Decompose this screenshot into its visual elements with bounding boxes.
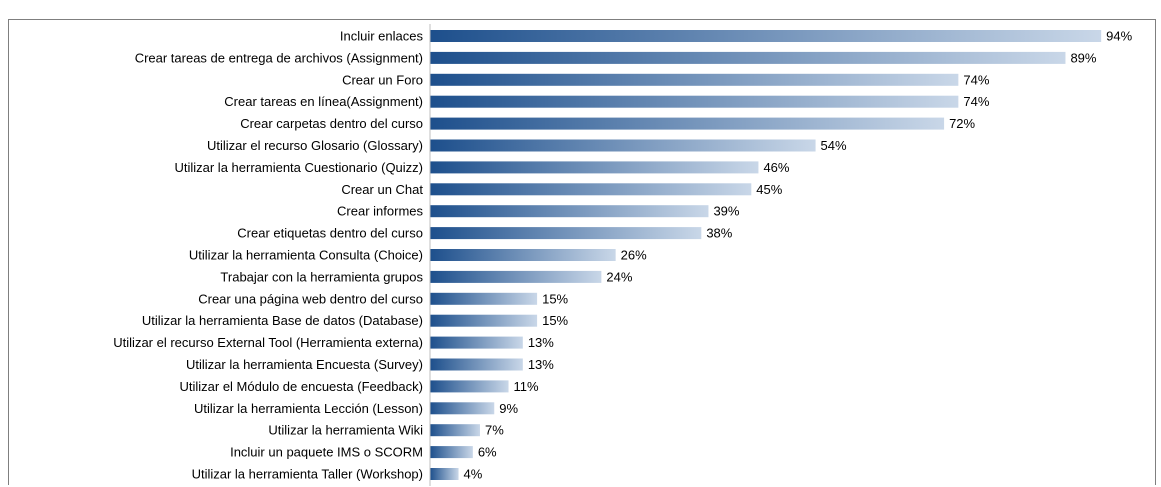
category-label: Utilizar el Módulo de encuesta (Feedback… — [179, 379, 423, 394]
category-label: Crear una página web dentro del curso — [198, 291, 423, 306]
category-label: Crear tareas en línea(Assignment) — [224, 94, 423, 109]
category-labels: Incluir enlaces Crear tareas de entrega d… — [113, 29, 423, 482]
chart-frame: Incluir enlaces Crear tareas de entrega d… — [8, 19, 1156, 486]
value-label: 74% — [963, 72, 989, 87]
bars — [430, 30, 1102, 480]
bar — [430, 314, 538, 327]
category-label: Utilizar el recurso External Tool (Herra… — [113, 335, 423, 350]
category-label: Utilizar la herramienta Taller (Workshop… — [192, 467, 423, 482]
value-labels: 94% 89% 74% 74% 72% 54% 46% 45% 39% 38% 26% 24% 15% 1… — [464, 29, 1133, 482]
bar — [430, 270, 602, 283]
bar — [430, 249, 616, 261]
value-label: 94% — [1106, 29, 1132, 44]
value-label: 7% — [485, 423, 504, 438]
category-label: Utilizar la herramienta Consulta (Choice… — [189, 248, 423, 263]
value-label: 4% — [464, 467, 483, 482]
value-label: 89% — [1070, 50, 1096, 65]
category-label: Incluir un paquete IMS o SCORM — [230, 445, 423, 460]
value-label: 15% — [542, 313, 568, 328]
category-label: Crear un Foro — [342, 72, 423, 87]
value-label: 6% — [478, 445, 497, 460]
bar — [430, 30, 1102, 42]
bar — [430, 402, 495, 415]
category-label: Utilizar la herramienta Wiki — [268, 423, 423, 438]
value-label: 72% — [949, 116, 975, 131]
value-label: 54% — [821, 138, 847, 153]
value-label: 26% — [621, 248, 647, 263]
bar — [430, 446, 473, 459]
value-label: 15% — [542, 291, 568, 306]
value-label: 45% — [756, 182, 782, 197]
category-label: Crear carpetas dentro del curso — [240, 116, 423, 131]
category-label: Utilizar la herramienta Lección (Lesson) — [194, 401, 423, 416]
bar — [430, 95, 959, 108]
bar — [430, 51, 1066, 64]
value-label: 38% — [706, 226, 732, 241]
bar — [430, 336, 523, 349]
bar — [430, 468, 459, 480]
category-label: Utilizar la herramienta Cuestionario (Qu… — [174, 160, 423, 175]
bar — [430, 424, 480, 437]
category-label: Incluir enlaces — [340, 29, 424, 44]
category-label: Crear informes — [337, 204, 423, 219]
category-label: Utilizar la herramienta Encuesta (Survey… — [186, 357, 423, 372]
category-label: Crear tareas de entrega de archivos (Ass… — [135, 50, 423, 65]
value-label: 13% — [528, 335, 554, 350]
bar — [430, 73, 959, 86]
bar — [430, 205, 709, 218]
value-label: 39% — [713, 204, 739, 219]
value-label: 46% — [763, 160, 789, 175]
value-label: 13% — [528, 357, 554, 372]
bar — [430, 292, 538, 305]
value-label: 11% — [514, 379, 539, 394]
bar — [430, 161, 759, 174]
bar — [430, 117, 945, 130]
category-label: Trabajar con la herramienta grupos — [220, 269, 423, 284]
bar — [430, 227, 702, 240]
bar — [430, 380, 509, 393]
bar-chart: Incluir enlaces Crear tareas de entrega d… — [113, 24, 1133, 486]
value-label: 9% — [499, 401, 518, 416]
bar — [430, 183, 752, 196]
value-label: 74% — [963, 94, 989, 109]
bar — [430, 139, 816, 152]
bar — [430, 358, 523, 371]
value-label: 24% — [606, 269, 632, 284]
category-label: Utilizar la herramienta Base de datos (D… — [142, 313, 423, 328]
category-label: Utilizar el recurso Glosario (Glossary) — [207, 138, 423, 153]
category-label: Crear un Chat — [341, 182, 423, 197]
category-label: Crear etiquetas dentro del curso — [237, 226, 423, 241]
